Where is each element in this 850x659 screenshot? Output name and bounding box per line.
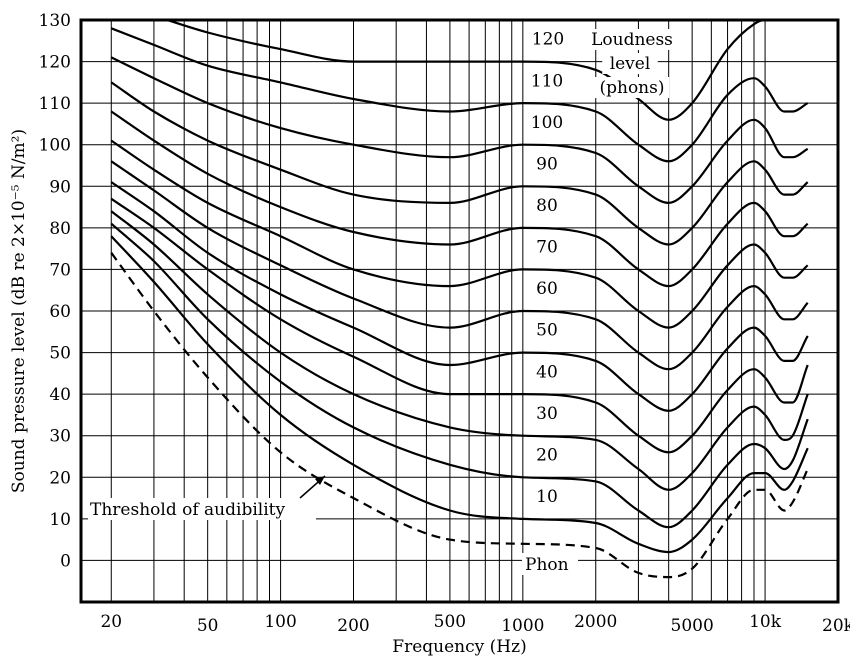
y-tick-label: 10 [49,510,71,530]
curve-label-bg [527,485,567,506]
x-tick-label: 100 [264,612,296,632]
phon-curve-60 [110,160,809,371]
curve-label-bg [527,361,567,382]
legend-title-line: (phons) [599,78,664,98]
curve-label: 30 [536,404,558,424]
curve-label-bg [527,236,567,257]
phon-label-bg [522,553,578,575]
curve-label: 80 [536,196,558,216]
series-group [110,20,809,579]
threshold-label: Threshold of audibility [90,500,285,520]
threshold-arrowhead [315,476,325,485]
phon-curve-40 [110,197,809,454]
y-tick-label: 70 [49,260,71,280]
curve-label-bg [528,28,568,49]
x-tick-label: 200 [337,616,369,636]
y-tick-label: 130 [39,11,71,31]
curve-label: 10 [536,487,558,507]
y-tick-label: 90 [49,177,71,197]
x-tick-labels: 20 50 100 200 500 1000 2000 5000 10k 20k [100,612,850,636]
x-tick-label: 5000 [671,616,714,636]
x-tick-label: 50 [197,616,219,636]
curve-label-bg [527,153,567,174]
curve-label: 70 [536,238,558,258]
curve-label: 120 [532,30,564,50]
y-axis-title: Sound pressure level (dB re 2×10⁻⁵ N/m²) [9,129,29,493]
legend-title-bg [594,77,670,98]
x-tick-label: 20k [822,616,850,636]
curve-label: 110 [531,71,563,91]
y-tick-labels: 0 10 20 30 40 50 60 70 80 90 100 110 120 130 [39,11,71,571]
y-tick-label: 80 [49,219,71,239]
x-tick-label: 10k [749,612,782,632]
curve-label-bg [527,278,567,299]
y-tick-label: 120 [39,53,71,73]
curve-label-bg [527,444,567,465]
legend-title-line: level [610,54,651,74]
curve-label-bg [527,194,567,215]
phon-label: Phon [525,555,569,575]
phon-curve-80 [110,110,809,288]
y-tick-label: 50 [49,344,71,364]
curve-label-bg [527,111,567,132]
x-axis-title: Frequency (Hz) [392,637,526,657]
legend-title-bg [590,29,674,50]
annotations: Threshold of audibility Phon [88,475,578,575]
y-tick-label: 30 [49,427,71,447]
y-tick-label: 60 [49,302,71,322]
curve-label-bg [527,70,567,91]
curve-labels: 120 110 100 90 80 70 60 50 40 30 20 10 [527,28,568,507]
x-tick-label: 500 [434,612,466,632]
legend-title-line: Loudness [591,30,673,50]
curve-label: 20 [536,445,558,465]
phon-curve-70 [110,139,809,329]
plot-frame [79,18,840,604]
threshold-label-bg [88,498,316,520]
phon-curve-110 [110,27,809,163]
curve-label: 90 [536,154,558,174]
curve-label-bg [527,402,567,423]
curve-label-bg [527,319,567,340]
curve-label: 100 [531,113,563,133]
y-tick-label: 110 [39,94,71,114]
y-tick-label: 100 [39,136,71,156]
x-tick-label: 2000 [574,612,617,632]
curve-label: 50 [536,321,558,341]
phon-curve-20 [110,222,809,529]
phon-curve-10 [110,235,809,554]
y-tick-label: 0 [60,551,71,571]
y-tick-label: 20 [49,468,71,488]
x-tick-label: 1000 [501,616,544,636]
phon-curve-100 [110,56,809,205]
legend-title: Loudness level (phons) [590,29,674,98]
phon-curve-90 [110,81,809,246]
curve-label: 60 [536,279,558,299]
legend-title-bg [602,53,658,74]
phon-curve-50 [110,181,809,412]
curve-label: 40 [536,362,558,382]
phon-curve-30 [110,210,809,491]
x-tick-label: 20 [100,612,122,632]
y-tick-label: 40 [49,385,71,405]
